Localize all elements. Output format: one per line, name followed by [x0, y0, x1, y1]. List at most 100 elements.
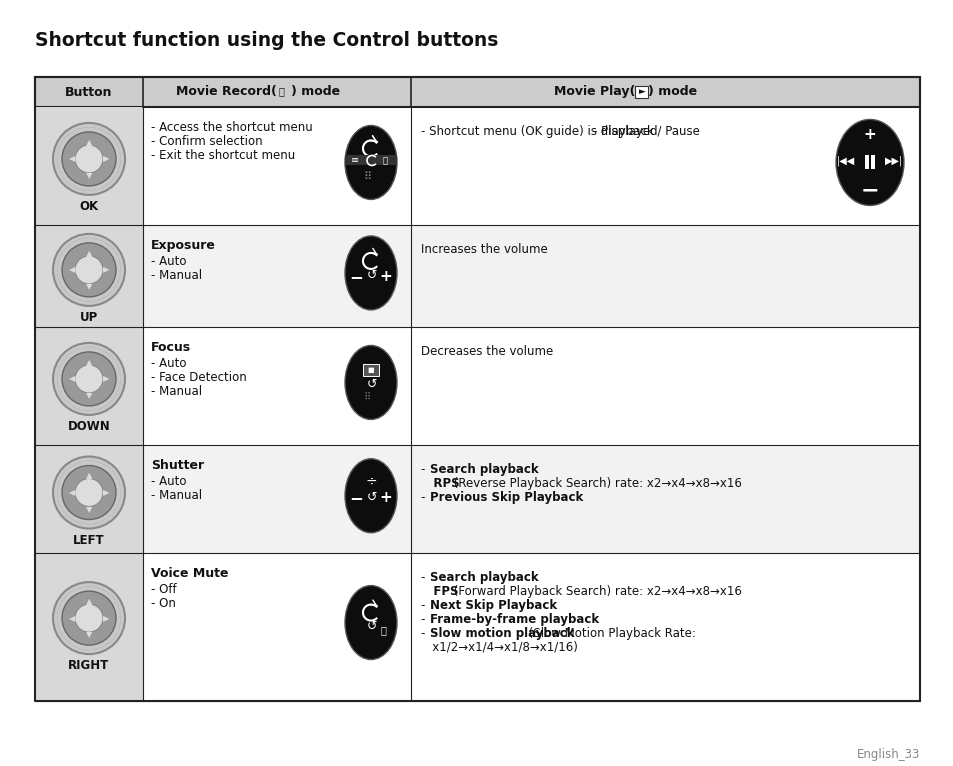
Text: ↺: ↺ [366, 268, 376, 281]
Text: 🎥: 🎥 [382, 156, 387, 165]
Ellipse shape [835, 119, 903, 205]
Circle shape [62, 591, 116, 645]
Text: English_33: English_33 [856, 748, 919, 761]
Text: Search playback: Search playback [430, 571, 537, 584]
Circle shape [53, 343, 125, 415]
Text: - Playback / Pause: - Playback / Pause [593, 125, 700, 138]
Bar [35, 107, 143, 225]
Text: ◀: ◀ [69, 614, 75, 623]
Text: ◀: ◀ [69, 488, 75, 497]
Text: ▼: ▼ [86, 391, 92, 400]
Text: Search playback: Search playback [430, 463, 537, 476]
Text: RIGHT: RIGHT [69, 659, 110, 672]
Text: ▶: ▶ [102, 488, 109, 497]
Text: - Manual: - Manual [151, 489, 202, 502]
Text: - On: - On [151, 597, 175, 610]
Circle shape [75, 145, 103, 173]
Text: ↺: ↺ [366, 491, 376, 504]
Text: −: − [349, 489, 362, 507]
Text: -: - [420, 571, 429, 584]
Text: - Auto: - Auto [151, 475, 186, 488]
Circle shape [75, 365, 103, 393]
Circle shape [53, 457, 125, 529]
Text: - Manual: - Manual [151, 269, 202, 282]
Text: Exposure: Exposure [151, 239, 215, 252]
Text: Focus: Focus [151, 341, 191, 354]
Ellipse shape [345, 585, 396, 660]
Circle shape [53, 234, 125, 306]
Bar [345, 155, 396, 165]
Bar [35, 445, 143, 553]
Bar [635, 86, 648, 98]
Text: Button: Button [65, 86, 112, 99]
Text: Frame-by-frame playback: Frame-by-frame playback [430, 613, 598, 626]
Text: -: - [420, 463, 429, 476]
Text: ▲: ▲ [86, 358, 92, 367]
Text: ◀: ◀ [69, 265, 75, 274]
Text: FPS: FPS [420, 585, 458, 598]
Text: −: − [349, 268, 362, 286]
Bar [35, 107, 919, 225]
Bar [35, 553, 919, 701]
Text: +: + [379, 270, 392, 284]
Text: ) mode: ) mode [291, 86, 340, 99]
Text: LEFT: LEFT [73, 534, 105, 546]
Text: ▲: ▲ [86, 597, 92, 606]
Bar [363, 365, 378, 376]
Text: ▲: ▲ [86, 471, 92, 480]
Text: - Access the shortcut menu: - Access the shortcut menu [151, 121, 313, 134]
Text: - Off: - Off [151, 583, 176, 596]
Bar [35, 327, 919, 445]
Text: ▶: ▶ [102, 375, 109, 384]
Text: - Auto: - Auto [151, 255, 186, 268]
Ellipse shape [345, 236, 396, 310]
Text: Shortcut function using the Control buttons: Shortcut function using the Control butt… [35, 31, 497, 50]
Text: ⠿: ⠿ [363, 391, 370, 401]
Text: |◀◀: |◀◀ [836, 155, 854, 165]
Circle shape [75, 256, 103, 284]
Bar [870, 155, 874, 169]
Circle shape [53, 123, 125, 195]
Text: (Slow Motion Playback Rate:: (Slow Motion Playback Rate: [524, 627, 695, 640]
Circle shape [62, 352, 116, 406]
Text: Next Skip Playback: Next Skip Playback [430, 599, 557, 612]
Text: Movie Record(: Movie Record( [176, 86, 276, 99]
Text: +: + [862, 127, 876, 142]
Text: 🎥: 🎥 [278, 86, 285, 96]
Text: -: - [420, 491, 429, 504]
Text: (Forward Playback Search) rate: x2→x4→x8→x16: (Forward Playback Search) rate: x2→x4→x8… [449, 585, 740, 598]
Text: +: + [379, 490, 392, 506]
Text: Shutter: Shutter [151, 459, 204, 472]
Text: ↺: ↺ [366, 378, 376, 391]
Text: ▼: ▼ [86, 505, 92, 514]
Text: ▲: ▲ [86, 249, 92, 257]
Bar [35, 445, 919, 553]
Circle shape [75, 479, 103, 506]
Text: RPS: RPS [420, 477, 459, 490]
Text: Movie Play(: Movie Play( [554, 86, 635, 99]
Text: - Manual: - Manual [151, 385, 202, 398]
Bar [35, 225, 919, 327]
Text: ↺: ↺ [366, 620, 376, 633]
Ellipse shape [345, 126, 396, 199]
Text: DOWN: DOWN [68, 420, 111, 433]
Bar [35, 327, 143, 445]
Text: Voice Mute: Voice Mute [151, 567, 229, 580]
Circle shape [62, 466, 116, 519]
Text: - Face Detection: - Face Detection [151, 371, 247, 384]
Text: Slow motion playback: Slow motion playback [430, 627, 574, 640]
Bar [864, 155, 868, 169]
Text: ▼: ▼ [86, 171, 92, 180]
Circle shape [62, 243, 116, 297]
Text: ⠿: ⠿ [362, 172, 371, 182]
Text: Increases the volume: Increases the volume [420, 243, 547, 256]
Text: ▶: ▶ [102, 265, 109, 274]
Circle shape [75, 604, 103, 632]
Text: ≡: ≡ [351, 155, 358, 165]
Text: x1/2→x1/4→x1/8→x1/16): x1/2→x1/4→x1/8→x1/16) [420, 641, 578, 654]
Text: ▶: ▶ [102, 155, 109, 163]
Text: ■: ■ [367, 368, 374, 374]
Text: -: - [420, 613, 429, 626]
Text: - Auto: - Auto [151, 357, 186, 370]
Text: −: − [860, 181, 879, 201]
